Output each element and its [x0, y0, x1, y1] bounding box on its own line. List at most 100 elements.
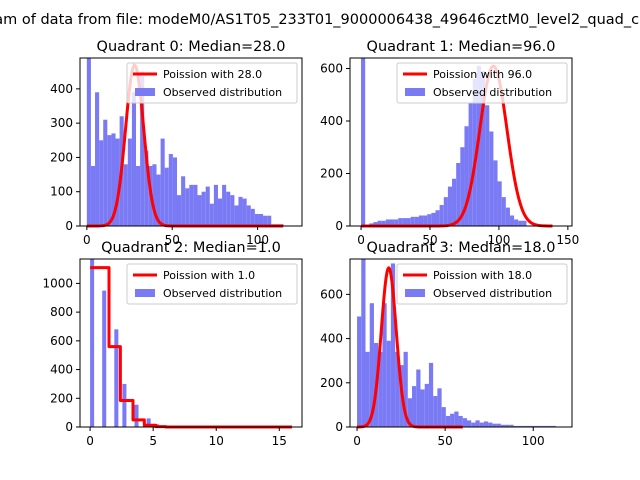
histogram-bar [437, 388, 442, 427]
x-tick-label: 10 [209, 434, 224, 448]
x-tick-label: 100 [246, 233, 269, 247]
y-tick-label: 400 [50, 363, 73, 377]
histogram-bar [99, 140, 104, 226]
legend-box [396, 62, 568, 104]
histogram-bar [144, 150, 149, 226]
histogram-bar [402, 218, 407, 226]
panel-title: Quadrant 1: Median=96.0 [367, 39, 556, 55]
legend-box [126, 62, 298, 104]
axes-frame [349, 258, 573, 428]
legend-label-poisson: Poission with 18.0 [433, 269, 532, 282]
histogram-bar [462, 418, 467, 427]
histogram-bar [452, 178, 457, 226]
histogram-bar [378, 351, 383, 427]
histogram-bar [427, 214, 432, 226]
histogram-bar [189, 184, 194, 226]
histogram-bar [201, 191, 206, 226]
histogram-bar [530, 425, 535, 427]
x-tick-label: 50 [422, 233, 437, 247]
y-tick-label: 400 [50, 82, 73, 96]
y-tick-label: 0 [335, 420, 343, 434]
legend: Poission with 96.0 Observed distribution [396, 62, 568, 104]
x-tick-label: 50 [438, 434, 453, 448]
histogram-bar [386, 340, 391, 427]
x-tick-label: 50 [165, 233, 180, 247]
x-tick-label: 0 [357, 233, 365, 247]
legend-label-poisson: Poission with 96.0 [433, 68, 532, 81]
histogram-bar [547, 425, 552, 427]
histogram-bar [146, 418, 151, 427]
histogram-bar [483, 421, 489, 427]
histogram-bar [160, 138, 165, 226]
panel-3: 0 50 100 0 200 400 600 Quadrant 3: Median=18.0 P… [320, 240, 573, 448]
histogram-bar [136, 166, 141, 226]
histogram-bar [382, 303, 387, 427]
histogram-bar [263, 215, 268, 226]
histogram-bar [107, 135, 112, 226]
histogram-bar [197, 195, 202, 226]
histogram-bar [131, 92, 137, 227]
histogram-bar [369, 303, 374, 427]
histogram-bar [517, 425, 522, 427]
histogram-bar [209, 203, 214, 226]
histogram-bar [403, 351, 408, 427]
histogram-bar [395, 351, 400, 427]
histogram-bar [485, 105, 490, 226]
y-tick-label: 600 [50, 334, 73, 348]
histogram-bar [447, 186, 453, 226]
histogram-bar [538, 425, 544, 427]
y-tick-label: 0 [335, 219, 343, 233]
histogram-bar [441, 407, 446, 427]
histogram-bar [418, 215, 424, 226]
histogram-bar [226, 191, 231, 226]
histogram-bar [500, 424, 506, 427]
y-tick-label: 0 [65, 219, 73, 233]
histogram-bar [172, 157, 177, 226]
histogram-bar [521, 425, 527, 427]
histogram-bar [458, 415, 463, 427]
axes-frame [349, 57, 573, 227]
histogram-bar [95, 92, 100, 227]
histogram-bar [460, 147, 465, 226]
histogram-bar [466, 420, 472, 427]
y-tick-label: 100 [50, 185, 73, 199]
x-tick-label: 0 [83, 233, 91, 247]
histogram-bar [501, 197, 506, 226]
panel-0: 0 50 100 0 100 200 300 400 Quadrant 0: Median=28… [50, 39, 303, 247]
histogram-bar [513, 425, 518, 427]
histogram-bar [479, 422, 484, 427]
histogram-bar [267, 215, 272, 226]
histogram-bar [514, 219, 519, 226]
axes-frame [79, 258, 303, 428]
x-tick-label: 100 [522, 434, 545, 448]
histogram-bar [412, 386, 417, 427]
y-tick-label: 200 [320, 167, 343, 181]
histogram-bar [431, 212, 436, 226]
y-tick-label: 300 [50, 116, 73, 130]
histogram-bar [365, 351, 370, 427]
legend: Poission with 18.0 Observed distribution [396, 263, 568, 305]
legend-box [396, 263, 568, 305]
histogram-bar [377, 220, 382, 226]
histogram-bar [181, 176, 186, 226]
legend-box [126, 263, 298, 305]
panel-title: Quadrant 2: Median=1.0 [101, 240, 281, 256]
histogram-bar [250, 208, 255, 226]
legend-label-observed: Observed distribution [433, 287, 552, 300]
histogram-bar [389, 219, 395, 226]
histogram-bar [230, 195, 235, 226]
histogram-bar [468, 102, 473, 226]
histogram-bar [433, 396, 438, 427]
legend-patch-swatch [405, 289, 425, 297]
panel-1: 0 50 100 150 0 200 400 600 Quadrant 1: Median=96… [320, 39, 579, 247]
y-tick-label: 0 [65, 420, 73, 434]
legend: Poission with 1.0 Observed distribution [126, 263, 298, 305]
histogram-bar [489, 131, 494, 226]
histogram-bar [493, 160, 498, 226]
histogram-bar [518, 220, 523, 226]
histogram-bar [445, 415, 451, 427]
histogram-bar [213, 184, 218, 226]
legend-label-poisson: Poission with 1.0 [163, 269, 255, 282]
histogram-bar [416, 369, 421, 427]
